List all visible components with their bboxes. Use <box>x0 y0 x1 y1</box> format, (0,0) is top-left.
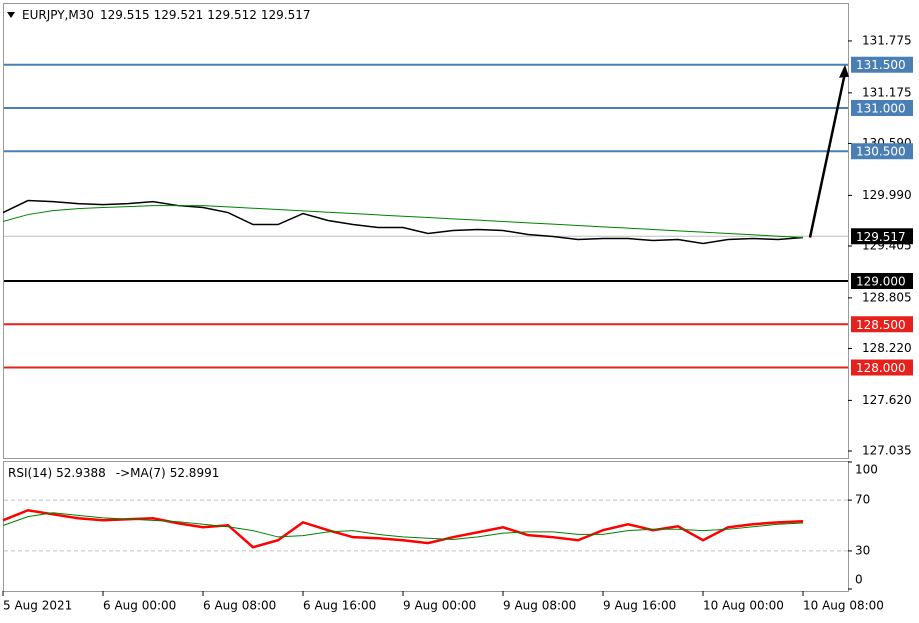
arrow-head <box>839 64 849 78</box>
x-tick-label: 6 Aug 08:00 <box>203 599 276 613</box>
level-label: 131.500 <box>856 58 906 72</box>
x-tick-label: 6 Aug 16:00 <box>303 599 376 613</box>
level-label-box <box>851 316 913 333</box>
series-line <box>2 199 804 245</box>
chart-header: EURJPY,M30 129.515 129.521 129.512 129.517 <box>22 8 310 22</box>
x-tick-label: 5 Aug 2021 <box>3 599 72 613</box>
x-tick-label: 9 Aug 00:00 <box>403 599 476 613</box>
level-label-box <box>851 99 913 116</box>
level-label: 130.500 <box>856 145 906 159</box>
price-panel <box>3 3 849 459</box>
rsi-panel <box>3 461 849 592</box>
level-label: 129.000 <box>856 275 906 289</box>
quote-close: 129.517 <box>261 8 311 22</box>
quote-low: 129.512 <box>207 8 257 22</box>
level-label-box <box>851 143 913 160</box>
ma-value: 52.8991 <box>170 466 220 480</box>
y-tick-label: 100 <box>855 463 878 477</box>
y-tick-label: 127.620 <box>862 393 912 407</box>
y-tick-label: 0 <box>855 573 863 587</box>
y-tick-label: 128.805 <box>862 290 912 304</box>
x-tick-label: 10 Aug 00:00 <box>703 599 784 613</box>
quote-high: 129.521 <box>154 8 204 22</box>
level-label-box <box>851 56 913 73</box>
y-tick-label: 70 <box>855 493 870 507</box>
level-label: 128.000 <box>856 361 906 375</box>
x-tick-label: 9 Aug 16:00 <box>603 599 676 613</box>
level-label: 128.500 <box>856 318 906 332</box>
arrow-shaft <box>808 72 847 238</box>
y-tick-label: 128.220 <box>862 341 912 355</box>
series-line <box>2 205 804 238</box>
current-price-box <box>851 228 913 245</box>
y-tick-label: 129.990 <box>862 188 912 202</box>
level-label-box <box>851 359 913 376</box>
rsi-label: RSI(14) <box>8 466 52 480</box>
series-line <box>2 512 804 540</box>
level-label-box <box>851 273 913 290</box>
y-tick-label: 127.035 <box>862 443 912 457</box>
current-price-label: 129.517 <box>856 230 906 244</box>
rsi-header: RSI(14) 52.9388 ->MA(7) 52.8991 <box>8 466 219 480</box>
quote-open: 129.515 <box>100 8 150 22</box>
y-tick-label: 131.775 <box>862 33 912 47</box>
x-tick-label: 6 Aug 00:00 <box>103 599 176 613</box>
x-tick-label: 9 Aug 08:00 <box>503 599 576 613</box>
level-label: 131.000 <box>856 101 906 115</box>
x-tick-label: 10 Aug 08:00 <box>803 599 884 613</box>
y-tick-label: 131.175 <box>862 85 912 99</box>
series-line <box>2 508 804 549</box>
y-tick-label: 30 <box>855 543 870 557</box>
rsi-value: 52.9388 <box>56 466 106 480</box>
ma-label: ->MA(7) <box>116 466 166 480</box>
symbol: EURJPY,M30 <box>22 8 94 22</box>
dropdown-icon[interactable] <box>7 12 15 18</box>
